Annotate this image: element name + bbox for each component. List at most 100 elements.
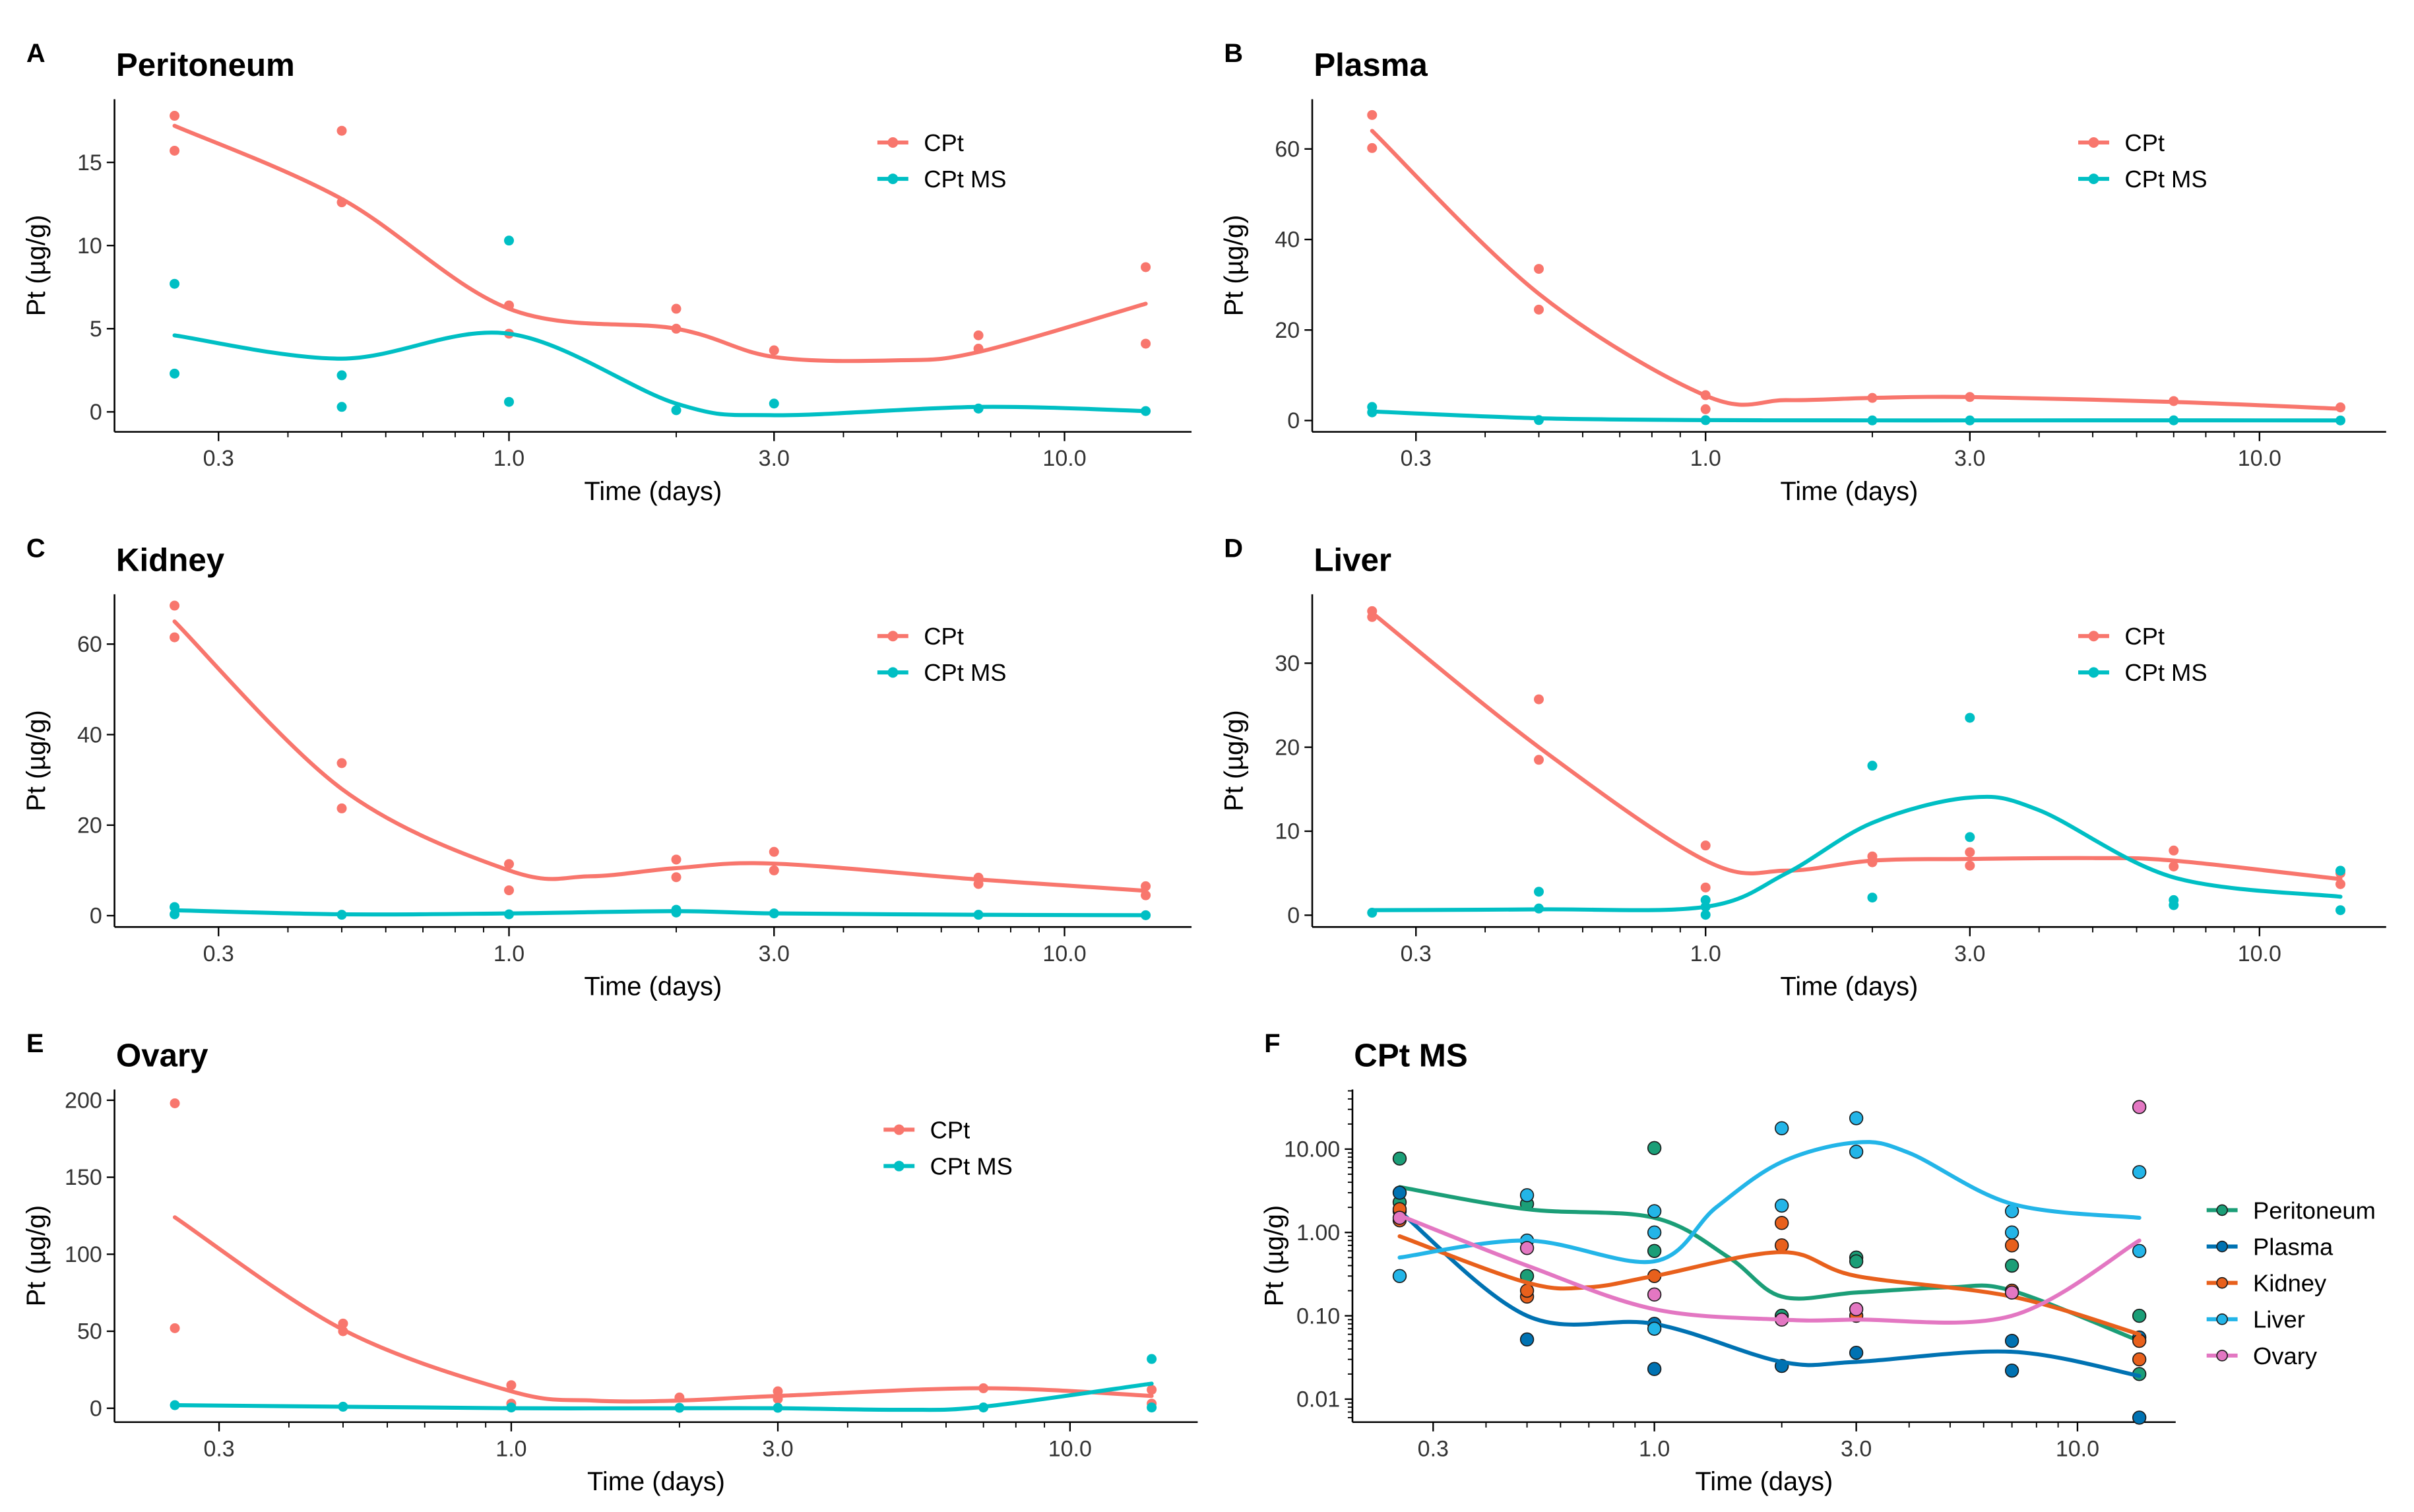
x-tick-label: 1.0 [1690,446,1721,471]
x-tick-label: 1.0 [1690,941,1721,966]
series-peritoneum [1392,1141,2147,1381]
series-plasma [1392,1185,2147,1425]
data-point [1147,1354,1157,1364]
data-point [503,859,515,869]
panel-title: Ovary [116,1037,208,1073]
panel-letter: D [1224,534,1243,563]
data-point [2004,1285,2019,1300]
y-tick-label: 10 [1275,819,1300,844]
legend-label: CPt MS [924,659,1006,686]
data-point [1647,1141,1662,1155]
legend-label: Kidney [2253,1270,2327,1297]
legend-label: CPt MS [924,166,1006,193]
x-axis-label: Time (days) [584,972,722,1001]
series-ovary [1392,1100,2147,1327]
legend-key-dot [887,631,899,642]
y-axis-label: Pt (µg/g) [22,710,51,811]
data-point [2004,1258,2019,1273]
legend-label: Plasma [2253,1233,2334,1260]
legend-key-dot [2216,1313,2228,1325]
smooth-line [1370,409,2343,423]
data-point [1965,712,1975,723]
x-tick-label: 10.0 [1042,446,1086,471]
x-axis-label: Time (days) [1780,972,1918,1001]
data-point [2132,1165,2147,1180]
data-point [1965,832,1975,842]
data-point [1533,887,1544,897]
data-point [1849,1145,1864,1159]
data-point [336,803,347,813]
data-point [671,405,682,416]
data-point [338,1318,348,1329]
data-point [671,303,682,314]
data-point [2132,1352,2147,1367]
legend-label: CPt MS [930,1152,1013,1180]
series-cpt-ms [170,236,1151,418]
data-point [973,330,984,340]
series-cpt [170,1098,1157,1409]
x-tick-label: 0.3 [1401,446,1432,471]
data-point [1849,1302,1864,1317]
data-point [1519,1241,1535,1255]
smooth-line [1397,1209,2142,1378]
data-point [170,278,180,289]
y-tick-label: 5 [90,317,102,342]
data-point [1533,694,1544,705]
data-point [769,865,779,875]
x-tick-label: 3.0 [1841,1436,1872,1461]
x-tick-label: 10.0 [1042,941,1086,966]
y-tick-label: 0 [90,1396,102,1421]
legend-label: CPt [2124,623,2165,650]
data-point [1147,1402,1157,1413]
y-tick-label: 40 [1275,228,1300,253]
panel-letter: B [1224,39,1243,68]
data-point [2004,1363,2019,1378]
data-point [1965,860,1975,871]
x-tick-label: 10.0 [2238,446,2281,471]
data-point [2335,866,2345,876]
y-tick-label: 0 [1287,408,1300,433]
data-point [1141,890,1151,900]
data-point [1647,1204,1662,1218]
data-point [1519,1188,1535,1203]
x-tick-label: 1.0 [493,941,524,966]
legend-key-dot [893,1160,905,1172]
series-cpt [170,600,1151,900]
series-cpt [1367,606,2345,893]
data-point [170,600,180,611]
data-point [1775,1121,1789,1135]
x-axis-label: Time (days) [1695,1467,1833,1496]
data-point [2169,845,2179,856]
y-axis-label: Pt (µg/g) [22,1205,51,1307]
series-cpt-ms [170,902,1151,920]
y-tick-label: 0.10 [1296,1304,1340,1329]
data-point [773,1386,783,1397]
data-point [1647,1321,1662,1336]
y-axis-label: Pt (µg/g) [1259,1205,1288,1307]
smooth-line [1397,1140,2142,1265]
data-point [1141,338,1151,349]
legend-key-dot [2216,1240,2228,1253]
data-point [1700,404,1711,414]
panel-title: CPt MS [1354,1037,1467,1073]
x-tick-label: 3.0 [762,1436,793,1461]
data-point [336,402,347,412]
legend-key-dot [2088,173,2099,185]
smooth-line [1370,794,2343,912]
x-axis-label: Time (days) [584,477,722,506]
data-point [1647,1287,1662,1302]
data-point [1392,1151,1407,1166]
data-point [769,398,779,409]
data-point [1965,847,1975,858]
smooth-line [1397,1185,2142,1343]
x-axis-label: Time (days) [1780,477,1918,506]
data-point [2132,1410,2147,1425]
legend-key-dot [2216,1276,2228,1289]
legend-label: Peritoneum [2253,1197,2376,1224]
data-point [2004,1333,2019,1348]
smooth-line [172,908,1148,918]
data-point [1775,1198,1789,1213]
series-cpt [1367,110,2345,414]
legend-key-dot [887,173,899,185]
